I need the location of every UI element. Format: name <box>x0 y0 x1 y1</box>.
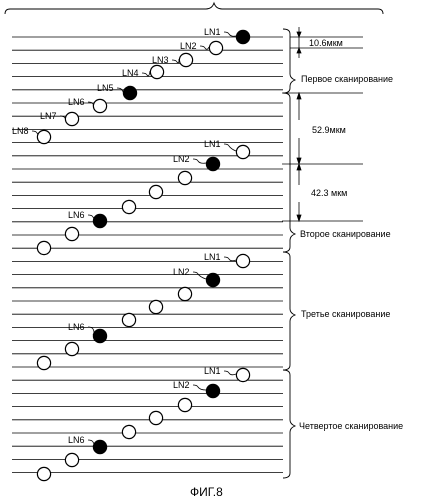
label-leader <box>224 371 236 375</box>
label-leader <box>142 71 150 76</box>
label-leader <box>193 159 206 163</box>
active-nozzle-dot <box>123 86 136 99</box>
fourth-scan-label: Четвертое сканирование <box>299 421 403 431</box>
nozzle-dot <box>65 112 78 125</box>
figure-caption: ФИГ.8 <box>190 485 223 499</box>
label-leader <box>193 272 206 279</box>
nozzle-label-ln7: LN7 <box>40 111 57 121</box>
label-leader <box>224 257 236 261</box>
brace-fourth-scan <box>283 370 295 478</box>
dimension-52-9-label: 52.9мкм <box>312 125 346 135</box>
nozzle-dot <box>178 171 191 184</box>
active-nozzle-dot <box>236 30 249 43</box>
nozzle-dot <box>149 185 162 198</box>
active-nozzle-dot <box>93 214 106 227</box>
brace-first-scan <box>283 29 295 93</box>
nozzle-dot <box>37 467 50 480</box>
nozzle-label-ln3: LN3 <box>152 55 169 65</box>
nozzle-label-ln6: LN6 <box>68 322 85 332</box>
nozzle-label-ln2: LN2 <box>173 154 190 164</box>
label-leader <box>224 32 236 36</box>
nozzle-dot <box>179 53 192 66</box>
active-nozzle-dot <box>206 384 219 397</box>
nozzle-dot <box>37 356 50 369</box>
active-nozzle-dot <box>206 157 219 170</box>
nozzle-dot <box>236 368 249 381</box>
top-brace <box>5 3 383 14</box>
nozzle-dot <box>37 241 50 254</box>
nozzle-dot <box>178 398 191 411</box>
nozzle-dot <box>37 130 50 143</box>
nozzle-label-ln6: LN6 <box>68 435 85 445</box>
nozzle-dot <box>122 313 135 326</box>
nozzle-label-ln1: LN1 <box>204 139 221 149</box>
nozzle-dot <box>236 145 249 158</box>
nozzle-dot <box>65 453 78 466</box>
nozzle-label-ln1: LN1 <box>204 366 221 376</box>
first-scan-label: Первое сканирование <box>301 74 393 84</box>
nozzle-label-ln6: LN6 <box>68 97 85 107</box>
nozzle-dot <box>122 425 135 438</box>
nozzle-dot <box>149 411 162 424</box>
dimension-10-6-label: 10.6мкм <box>309 38 343 48</box>
nozzle-dot <box>122 200 135 213</box>
nozzle-dot <box>236 254 249 267</box>
nozzle-label-ln2: LN2 <box>173 267 190 277</box>
second-scan-label: Второе сканирование <box>300 229 391 239</box>
brace-third-scan <box>283 252 295 370</box>
third-scan-label: Третье сканирование <box>301 309 390 319</box>
nozzle-label-ln2: LN2 <box>180 41 197 51</box>
active-nozzle-dot <box>93 329 106 342</box>
nozzle-dot <box>65 342 78 355</box>
label-leader <box>172 59 179 63</box>
nozzle-dot <box>178 287 191 300</box>
nozzle-dot <box>93 99 106 112</box>
nozzle-label-ln4: LN4 <box>122 68 139 78</box>
nozzle-label-ln8: LN8 <box>12 126 29 136</box>
nozzle-dot <box>209 41 222 54</box>
active-nozzle-dot <box>93 440 106 453</box>
dimension-42-3-label: 42.3 мкм <box>311 188 347 198</box>
active-nozzle-dot <box>206 273 219 286</box>
nozzle-label-ln1: LN1 <box>204 252 221 262</box>
nozzle-dot <box>149 300 162 313</box>
nozzle-label-ln5: LN5 <box>97 83 114 93</box>
nozzle-dot <box>150 65 163 78</box>
label-leader <box>88 327 94 335</box>
nozzle-label-ln1: LN1 <box>204 27 221 37</box>
nozzle-label-ln2: LN2 <box>173 380 190 390</box>
label-leader <box>200 46 209 49</box>
nozzle-label-ln6: LN6 <box>68 210 85 220</box>
label-leader <box>193 385 206 390</box>
nozzle-dot <box>65 227 78 240</box>
brace-second-scan <box>283 93 295 252</box>
label-leader <box>224 144 236 151</box>
